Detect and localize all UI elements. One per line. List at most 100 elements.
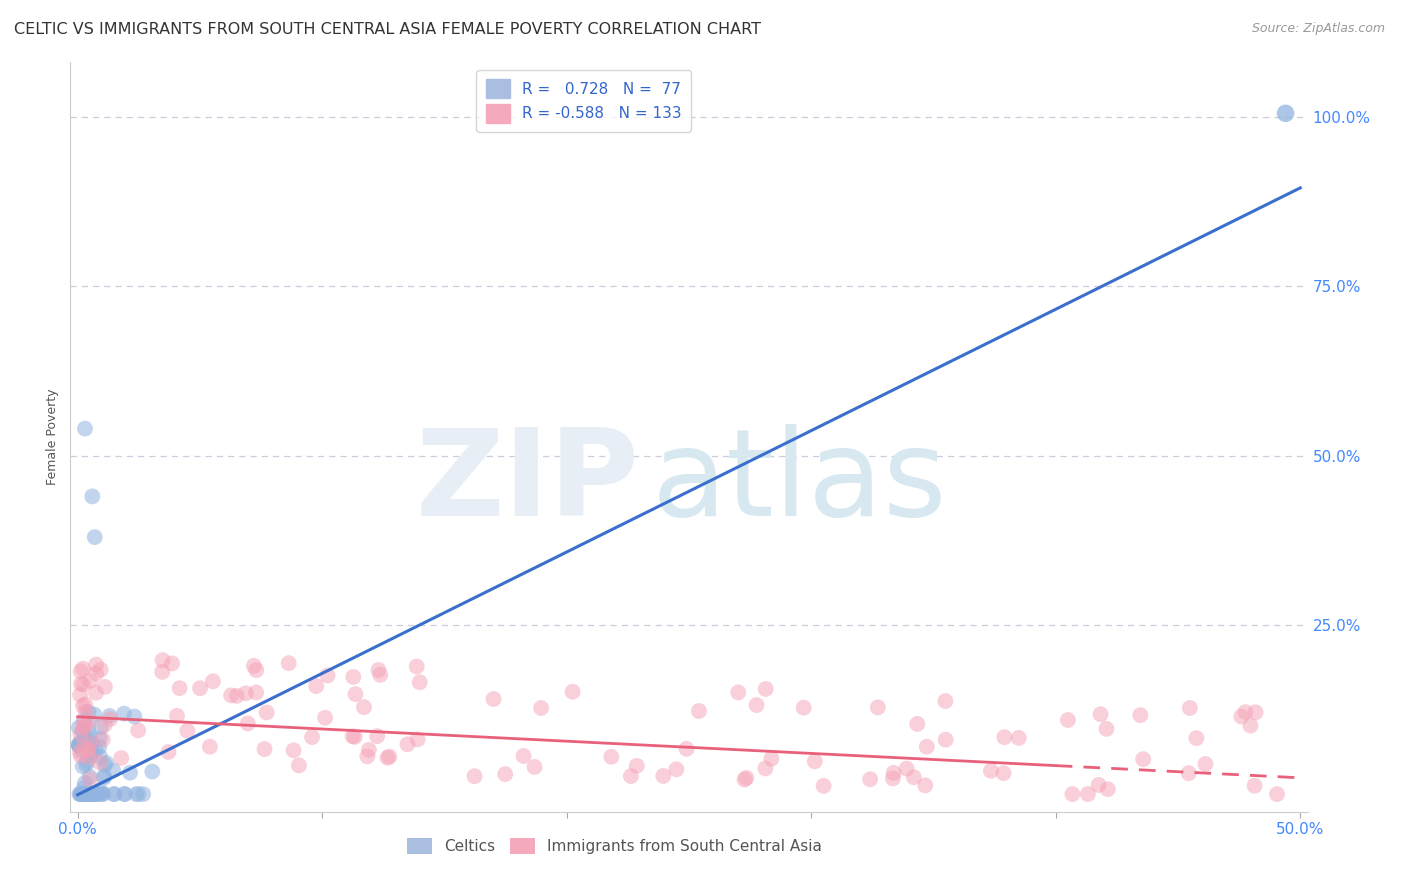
Point [67,739,90,753]
Point [72,740,94,755]
Point [482,692,505,706]
Point [314,711,336,725]
Point [124,709,146,723]
Point [73,421,96,435]
Point [342,670,364,684]
Point [76,787,98,801]
Point [803,754,825,768]
Point [600,749,623,764]
Point [253,742,276,756]
Point [735,771,758,785]
Point [91,787,114,801]
Point [79,787,101,801]
Point [914,779,936,793]
Point [79,787,101,801]
Point [980,764,1002,778]
Point [93,771,115,785]
Point [73,713,96,727]
Point [72,678,94,692]
Point [530,701,553,715]
Point [652,769,675,783]
Point [90,663,112,677]
Point [69,665,91,679]
Point [727,685,749,699]
Point [77,742,100,756]
Point [67,739,90,753]
Point [993,730,1015,744]
Point [1177,766,1199,780]
Text: Source: ZipAtlas.com: Source: ZipAtlas.com [1251,22,1385,36]
Point [1057,713,1080,727]
Point [160,657,183,671]
Point [79,770,101,784]
Point [94,680,117,694]
Point [69,787,91,801]
Point [377,750,399,764]
Point [70,787,93,801]
Point [72,662,94,676]
Point [72,698,94,713]
Point [82,490,104,504]
Point [84,657,107,672]
Point [76,755,98,769]
Point [79,787,101,801]
Point [82,745,104,759]
Point [110,751,132,765]
Point [169,681,191,695]
Point [79,673,101,688]
Point [79,736,101,750]
Point [378,749,401,764]
Point [80,787,103,801]
Point [79,787,101,801]
Point [73,787,96,801]
Point [1274,106,1296,120]
Point [235,686,257,700]
Point [82,787,104,801]
Point [405,659,427,673]
Point [84,666,107,681]
Point [1062,787,1084,801]
Point [896,762,918,776]
Point [69,748,91,763]
Point [734,772,756,787]
Point [84,686,107,700]
Legend: Celtics, Immigrants from South Central Asia: Celtics, Immigrants from South Central A… [401,832,828,860]
Point [1129,708,1152,723]
Point [688,704,710,718]
Point [152,653,174,667]
Point [935,732,957,747]
Point [96,756,118,770]
Point [283,743,305,757]
Point [243,658,266,673]
Point [69,787,91,801]
Point [396,737,419,751]
Point [1008,731,1031,745]
Point [77,714,100,728]
Point [1097,782,1119,797]
Point [127,723,149,738]
Point [114,787,136,801]
Point [73,731,96,745]
Point [464,769,486,783]
Point [1239,718,1261,732]
Point [176,723,198,738]
Point [934,694,956,708]
Text: CELTIC VS IMMIGRANTS FROM SOUTH CENTRAL ASIA FEMALE POVERTY CORRELATION CHART: CELTIC VS IMMIGRANTS FROM SOUTH CENTRAL … [14,22,761,37]
Point [72,721,94,735]
Point [1132,752,1154,766]
Point [813,779,835,793]
Point [89,749,111,764]
Point [1178,701,1201,715]
Point [79,749,101,764]
Point [761,752,783,766]
Point [84,787,107,801]
Point [675,741,697,756]
Point [1243,779,1265,793]
Point [620,769,643,783]
Point [89,756,111,770]
Point [755,681,778,696]
Point [82,787,104,801]
Point [132,787,155,801]
Point [83,530,105,544]
Point [366,729,388,743]
